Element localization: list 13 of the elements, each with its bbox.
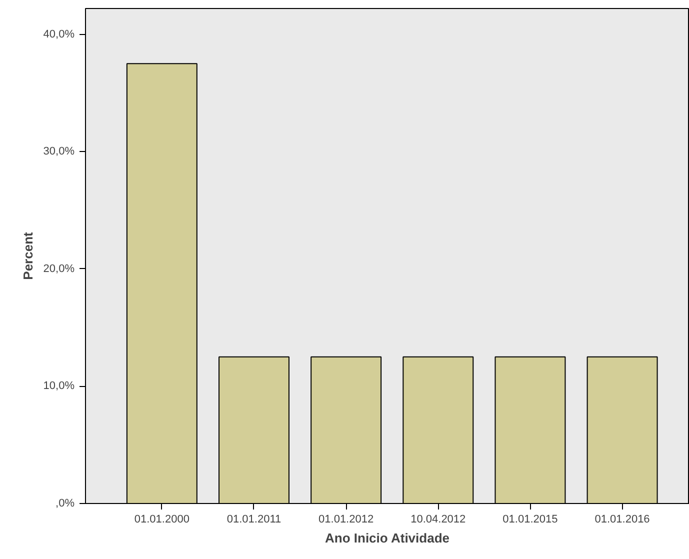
y-axis-title: Percent — [20, 231, 36, 280]
y-tick-label: ,0% — [56, 498, 75, 510]
y-tick-label: 30,0% — [43, 146, 75, 158]
x-axis-title: Ano Inicio Atividade — [325, 530, 450, 546]
y-tick-label: 40,0% — [43, 28, 75, 40]
x-tick-label: 01.01.2011 — [226, 514, 282, 526]
x-tick-label: 10.04.2012 — [410, 514, 466, 526]
x-tick-label: 01.01.2012 — [318, 514, 374, 526]
x-tick-label: 01.01.2016 — [594, 514, 650, 526]
y-tick-label: 10,0% — [43, 380, 75, 392]
x-tick-label: 01.01.2000 — [134, 514, 190, 526]
y-tick-label: 20,0% — [43, 262, 75, 275]
x-tick-label: 01.01.2015 — [502, 514, 558, 526]
